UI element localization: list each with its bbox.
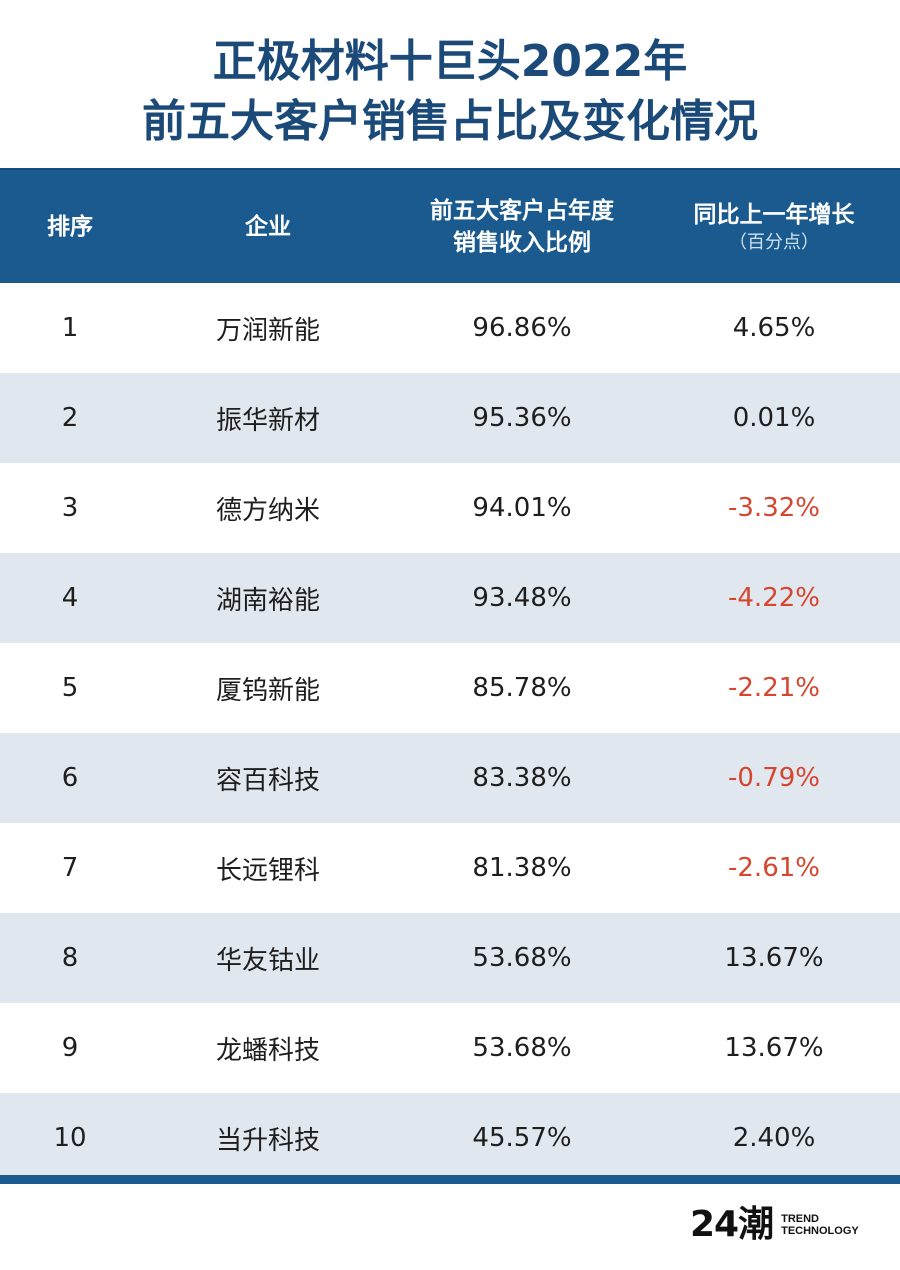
change-cell: -0.79% bbox=[728, 763, 820, 793]
table-row: 3 德方纳米 94.01% -3.32% bbox=[0, 463, 900, 553]
change-cell: -2.61% bbox=[728, 853, 820, 883]
table-row: 6 容百科技 83.38% -0.79% bbox=[0, 733, 900, 823]
rank-cell: 8 bbox=[61, 943, 79, 973]
brand-logo: 24潮 TREND TECHNOLOGY bbox=[690, 1200, 859, 1250]
table-row: 2 振华新材 95.36% 0.01% bbox=[0, 373, 900, 463]
page-title-line1: 正极材料十巨头2022年 bbox=[212, 36, 688, 87]
rank-cell: 1 bbox=[61, 313, 79, 343]
rank-cell: 2 bbox=[61, 403, 79, 433]
company-cell: 龙蟠科技 bbox=[215, 1035, 320, 1066]
share-cell: 45.57% bbox=[472, 1123, 572, 1153]
table-row: 10 当升科技 45.57% 2.40% bbox=[0, 1093, 900, 1183]
change-cell: 0.01% bbox=[732, 403, 816, 433]
table-row: 4 湖南裕能 93.48% -4.22% bbox=[0, 553, 900, 643]
change-cell: 13.67% bbox=[724, 1033, 824, 1063]
share-cell: 96.86% bbox=[472, 313, 572, 343]
rank-cell: 9 bbox=[61, 1033, 79, 1063]
header-change: 同比上一年增长 （百分点） bbox=[648, 170, 900, 283]
change-cell: -4.22% bbox=[728, 583, 820, 613]
company-cell: 振华新材 bbox=[215, 405, 320, 436]
company-cell: 万润新能 bbox=[215, 315, 320, 346]
company-cell: 容百科技 bbox=[215, 765, 320, 796]
company-cell: 长远锂科 bbox=[215, 855, 320, 886]
change-cell: 4.65% bbox=[732, 313, 816, 343]
header-share-line2: 销售收入比例 bbox=[453, 229, 591, 256]
logo-mark: 24潮 bbox=[690, 1204, 774, 1245]
data-table: 排序 企业 前五大客户占年度 销售收入比例 同比上一年增长 （百分点） 1 万润新… bbox=[0, 168, 900, 1183]
rank-cell: 6 bbox=[61, 763, 79, 793]
company-cell: 厦钨新能 bbox=[215, 675, 320, 706]
header-change-line1: 同比上一年增长 bbox=[693, 201, 855, 228]
company-cell: 德方纳米 bbox=[215, 495, 320, 526]
change-cell: -2.21% bbox=[728, 673, 820, 703]
logo-text-line1: TREND bbox=[781, 1213, 819, 1225]
change-cell: -3.32% bbox=[728, 493, 820, 523]
page-title-line2: 前五大客户销售占比及变化情况 bbox=[142, 96, 758, 147]
header-rank: 排序 bbox=[0, 170, 140, 283]
table-row: 8 华友钴业 53.68% 13.67% bbox=[0, 913, 900, 1003]
change-cell: 13.67% bbox=[724, 943, 824, 973]
share-cell: 81.38% bbox=[472, 853, 572, 883]
share-cell: 94.01% bbox=[472, 493, 572, 523]
rank-cell: 7 bbox=[61, 853, 79, 883]
share-cell: 95.36% bbox=[472, 403, 572, 433]
rank-cell: 5 bbox=[61, 673, 79, 703]
company-cell: 当升科技 bbox=[215, 1125, 320, 1156]
share-cell: 85.78% bbox=[472, 673, 572, 703]
table-row: 1 万润新能 96.86% 4.65% bbox=[0, 283, 900, 373]
logo-text-line2: TECHNOLOGY bbox=[781, 1225, 859, 1237]
logo-text: TREND TECHNOLOGY bbox=[781, 1213, 859, 1237]
bottom-rule bbox=[0, 1175, 900, 1184]
table-header: 排序 企业 前五大客户占年度 销售收入比例 同比上一年增长 （百分点） bbox=[0, 168, 900, 283]
rank-cell: 3 bbox=[61, 493, 79, 523]
table-body: 1 万润新能 96.86% 4.65% 2 振华新材 95.36% 0.01% 3 德方纳米 94.… bbox=[0, 283, 900, 1183]
header-change-unit: （百分点） bbox=[729, 231, 819, 253]
header-rank-label: 排序 bbox=[47, 213, 93, 240]
change-cell: 2.40% bbox=[732, 1123, 816, 1153]
company-cell: 华友钴业 bbox=[215, 945, 320, 976]
header-share: 前五大客户占年度 销售收入比例 bbox=[396, 170, 648, 283]
table-row: 9 龙蟠科技 53.68% 13.67% bbox=[0, 1003, 900, 1093]
header-share-line1: 前五大客户占年度 bbox=[430, 197, 614, 224]
share-cell: 53.68% bbox=[472, 943, 572, 973]
share-cell: 53.68% bbox=[472, 1033, 572, 1063]
table-row: 5 厦钨新能 85.78% -2.21% bbox=[0, 643, 900, 733]
rank-cell: 4 bbox=[61, 583, 79, 613]
header-company-label: 企业 bbox=[245, 213, 291, 240]
table-row: 7 长远锂科 81.38% -2.61% bbox=[0, 823, 900, 913]
rank-cell: 10 bbox=[53, 1123, 87, 1153]
company-cell: 湖南裕能 bbox=[215, 585, 320, 616]
share-cell: 93.48% bbox=[472, 583, 572, 613]
header-company: 企业 bbox=[140, 170, 396, 283]
share-cell: 83.38% bbox=[472, 763, 572, 793]
